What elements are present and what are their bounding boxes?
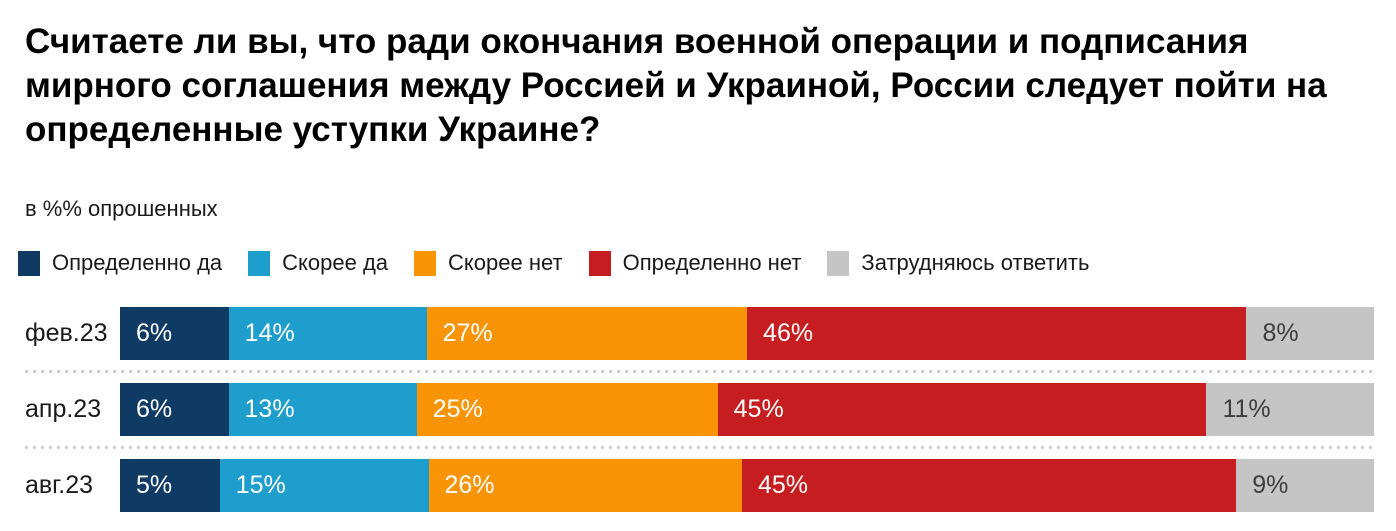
row-label: авг.23 — [25, 471, 94, 499]
legend-item-definitely-no: Определенно нет — [588, 250, 802, 276]
bar-segment: 45% — [741, 459, 1237, 512]
bar-segment: 15% — [219, 459, 429, 512]
bar-segment: 26% — [428, 459, 742, 512]
legend-item-definitely-yes: Определенно да — [18, 250, 222, 276]
chart-row-aug23: авг.23 5% 15% 26% 45% 9% — [25, 459, 1374, 512]
bar-segment-value: 9% — [1252, 471, 1289, 499]
bar-segment: 45% — [717, 383, 1207, 436]
legend-swatch-icon — [18, 250, 40, 276]
bar-segment-value: 45% — [733, 395, 784, 423]
legend-swatch-icon — [827, 250, 850, 276]
stacked-bar: 6% 14% 27% 46% 8% — [120, 307, 1374, 360]
row-separator — [25, 370, 1374, 373]
bar-segment-value: 6% — [136, 319, 173, 347]
row-separator — [25, 446, 1374, 449]
bar-segment-value: 45% — [757, 471, 808, 499]
bar-segment: 8% — [1246, 307, 1374, 360]
bar-segment: 46% — [747, 307, 1247, 360]
legend-item-rather-yes: Скорее да — [248, 250, 388, 276]
bar-segment-value: 8% — [1262, 319, 1299, 347]
legend-item-hard-to-answer: Затрудняюсь ответить — [827, 250, 1089, 276]
bar-segment: 11% — [1206, 383, 1375, 436]
bar-segment: 13% — [228, 383, 417, 436]
chart-subtitle: в %% опрошенных — [25, 196, 218, 221]
stacked-bar: 6% 13% 25% 45% 11% — [120, 383, 1375, 436]
page-title: Считаете ли вы, что ради окончания военн… — [25, 22, 1327, 149]
legend-label: Определенно нет — [622, 250, 802, 275]
bar-segment: 6% — [120, 307, 229, 360]
bar-segment-value: 13% — [244, 395, 295, 423]
legend-label: Затрудняюсь ответить — [861, 250, 1090, 275]
bar-segment-value: 11% — [1222, 395, 1271, 423]
legend-label: Скорее да — [282, 250, 389, 275]
bar-segment-value: 26% — [444, 471, 495, 499]
row-label: апр.23 — [25, 395, 102, 423]
bar-segment-value: 6% — [136, 395, 173, 423]
bar-segment: 6% — [120, 383, 229, 436]
legend-swatch-icon — [414, 250, 437, 276]
legend-label: Скорее нет — [448, 250, 563, 275]
chart-row-apr23: апр.23 6% 13% 25% 45% 11% — [25, 383, 1375, 436]
bar-segment-value: 46% — [763, 319, 814, 347]
chart-legend: Определенно да Скорее да Скорее нет Опре… — [18, 250, 1089, 276]
bar-segment: 25% — [416, 383, 718, 436]
stacked-bar: 5% 15% 26% 45% 9% — [120, 459, 1374, 512]
bar-segment-value: 25% — [432, 395, 483, 423]
legend-swatch-icon — [248, 250, 271, 276]
row-label: фев.23 — [25, 319, 108, 347]
bar-segment: 27% — [426, 307, 748, 360]
bar-segment-value: 14% — [244, 319, 295, 347]
legend-swatch-icon — [588, 250, 611, 276]
bar-segment-value: 5% — [136, 471, 173, 499]
stacked-bar-chart: фев.23 6% 14% 27% 46% 8% апр.23 6% 13% 2… — [25, 307, 1375, 512]
bar-segment-value: 27% — [442, 319, 493, 347]
bar-segment: 9% — [1236, 459, 1374, 512]
bar-segment: 5% — [120, 459, 220, 512]
bar-segment: 14% — [228, 307, 427, 360]
legend-item-rather-no: Скорее нет — [414, 250, 563, 276]
legend-label: Определенно да — [52, 250, 223, 275]
bar-segment-value: 15% — [235, 471, 286, 499]
chart-row-feb23: фев.23 6% 14% 27% 46% 8% — [25, 307, 1374, 360]
